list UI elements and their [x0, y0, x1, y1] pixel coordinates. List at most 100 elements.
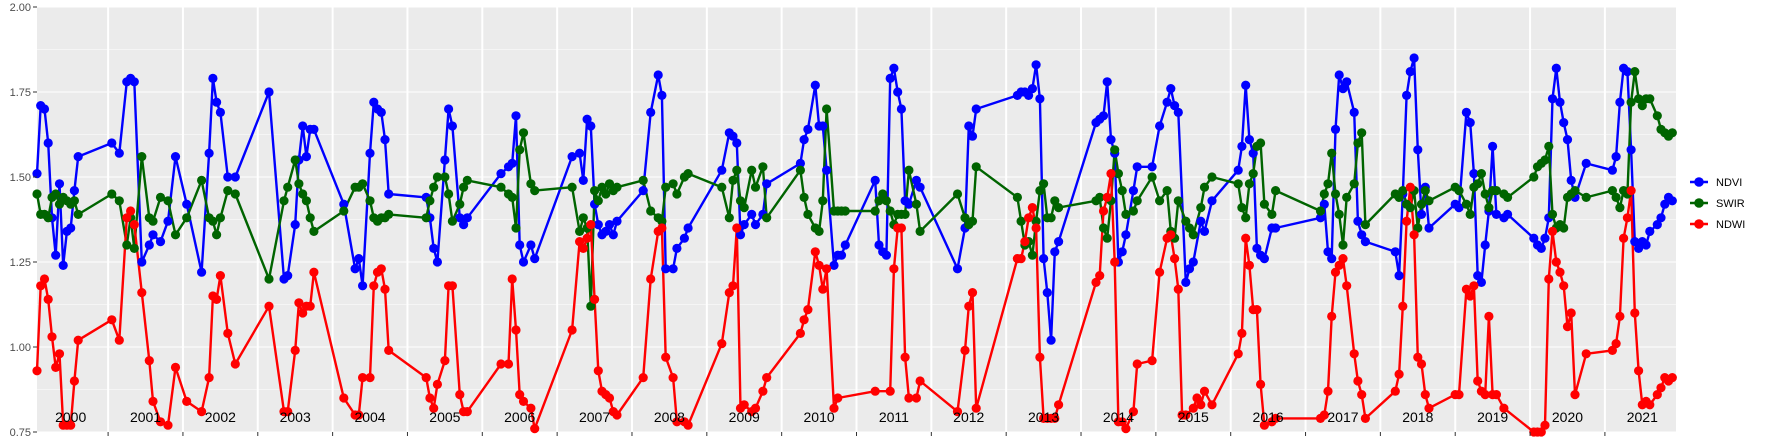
data-point-swir — [1480, 189, 1490, 199]
data-point-swir — [122, 240, 132, 250]
data-point-ndwi — [967, 288, 978, 298]
data-point-ndwi — [43, 294, 53, 304]
data-point-ndwi — [1342, 281, 1352, 291]
data-point-swir — [1244, 179, 1254, 189]
data-point-swir — [885, 206, 895, 216]
data-point-ndwi — [129, 220, 139, 230]
data-point-ndwi — [672, 417, 682, 427]
data-point-ndwi — [212, 294, 222, 304]
data-point-ndvi — [799, 135, 809, 145]
data-point-ndwi — [1656, 383, 1666, 393]
data-point-ndvi — [1615, 97, 1625, 107]
year-label: 2007 — [579, 409, 610, 425]
data-point-swir — [1012, 192, 1023, 202]
data-point-ndwi — [339, 393, 349, 403]
data-point-ndvi — [582, 114, 592, 124]
year-label: 2015 — [1178, 409, 1209, 425]
data-point-ndvi — [1252, 243, 1262, 253]
data-point-ndwi — [1207, 400, 1217, 410]
data-point-ndwi — [384, 345, 394, 355]
data-point-ndwi — [683, 420, 693, 430]
data-point-ndvi — [893, 87, 903, 97]
data-point-swir — [878, 189, 888, 199]
data-point-swir — [724, 213, 734, 223]
data-point-ndwi — [380, 284, 390, 294]
data-point-ndvi — [66, 223, 76, 233]
data-point-swir — [904, 165, 914, 175]
data-point-ndvi — [369, 97, 379, 107]
data-point-ndwi — [1547, 226, 1558, 236]
data-point-ndvi — [586, 121, 596, 131]
data-point-ndvi — [1607, 165, 1617, 175]
data-point-ndvi — [803, 124, 813, 134]
data-point-ndvi — [608, 230, 618, 240]
data-point-swir — [1259, 199, 1269, 209]
data-point-swir — [747, 165, 757, 175]
data-point-ndwi — [1091, 277, 1101, 287]
data-point-swir — [339, 206, 349, 216]
data-point-ndvi — [1237, 141, 1247, 151]
data-point-ndwi — [137, 288, 147, 298]
data-point-ndwi — [1121, 424, 1131, 434]
data-point-ndvi — [163, 216, 173, 226]
data-point-swir — [518, 128, 529, 138]
data-point-swir — [1353, 138, 1363, 148]
data-point-swir — [1330, 189, 1341, 199]
data-point-ndwi — [1128, 407, 1138, 417]
data-point-swir — [1016, 216, 1026, 226]
data-point-ndvi — [290, 220, 300, 230]
data-point-swir — [1027, 250, 1037, 260]
data-point-swir — [1173, 196, 1183, 206]
data-point-ndwi — [964, 301, 974, 311]
data-point-ndwi — [1173, 284, 1183, 294]
data-point-swir — [1544, 141, 1554, 151]
data-point-ndvi — [1054, 237, 1064, 247]
data-point-ndwi — [668, 373, 678, 383]
data-point-ndwi — [799, 315, 809, 325]
data-point-ndwi — [638, 373, 648, 383]
data-point-ndvi — [904, 199, 914, 209]
year-label: 2004 — [354, 409, 385, 425]
data-point-swir — [1267, 209, 1277, 219]
data-point-swir — [1188, 230, 1198, 240]
data-point-swir — [51, 189, 61, 199]
data-point-swir — [967, 216, 978, 226]
data-point-swir — [586, 301, 596, 311]
data-point-ndwi — [447, 281, 457, 291]
data-point-swir — [73, 209, 83, 219]
data-point-swir — [1327, 148, 1337, 158]
data-point-ndvi — [515, 240, 525, 250]
legend-marker-ndwi — [1694, 219, 1704, 229]
data-point-ndvi — [911, 175, 922, 185]
data-point-swir — [208, 216, 218, 226]
data-point-ndwi — [215, 271, 225, 281]
data-point-ndwi — [1544, 274, 1554, 284]
data-point-ndwi — [73, 335, 83, 345]
data-point-ndvi — [1241, 80, 1251, 90]
data-point-ndwi — [822, 264, 832, 274]
data-point-ndwi — [294, 298, 304, 308]
data-point-ndwi — [1102, 192, 1112, 202]
data-point-swir — [1398, 186, 1408, 196]
data-point-ndwi — [1465, 291, 1475, 301]
data-point-swir — [1334, 209, 1344, 219]
data-point-ndwi — [1192, 393, 1202, 403]
data-point-swir — [1357, 128, 1367, 138]
data-point-ndwi — [309, 267, 319, 277]
data-point-swir — [294, 179, 304, 189]
data-point-ndvi — [1319, 199, 1329, 209]
data-point-ndvi — [1641, 240, 1651, 250]
data-point-swir — [657, 216, 667, 226]
data-point-ndwi — [515, 390, 525, 400]
data-point-ndvi — [376, 107, 386, 117]
data-point-ndvi — [1132, 162, 1142, 172]
data-point-swir — [799, 192, 809, 202]
data-point-ndwi — [1349, 349, 1359, 359]
data-point-ndwi — [148, 396, 158, 406]
data-point-swir — [155, 192, 166, 202]
data-point-ndvi — [1634, 243, 1644, 253]
data-point-ndwi — [818, 284, 828, 294]
data-point-ndvi — [1461, 107, 1471, 117]
data-point-swir — [1031, 216, 1041, 226]
data-point-swir — [1271, 186, 1281, 196]
